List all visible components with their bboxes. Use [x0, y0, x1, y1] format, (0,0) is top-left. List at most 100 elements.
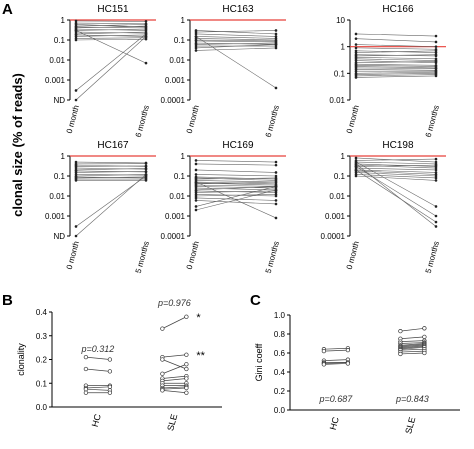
- pair-line: [162, 363, 187, 375]
- clone-line: [355, 61, 437, 64]
- clone-line: [195, 30, 277, 33]
- clone-point-start: [74, 38, 78, 42]
- y-tick-label: 0.01: [49, 56, 65, 65]
- clone-point-start: [354, 69, 358, 73]
- clone-line: [355, 169, 437, 223]
- clone-point-end: [274, 180, 278, 184]
- clone-point-start: [74, 23, 78, 26]
- clone-point-start: [354, 51, 358, 54]
- clone-line: [355, 54, 437, 57]
- pair-point-start: [398, 329, 403, 334]
- clone-point-end: [434, 205, 438, 208]
- clone-point-end: [274, 163, 278, 167]
- pair-line: [323, 363, 348, 365]
- clone-point-start: [194, 32, 198, 36]
- y-axis-label: Gini coeff: [254, 343, 264, 381]
- y-tick-label: 0.1: [334, 172, 346, 181]
- clone-point-start: [354, 57, 358, 61]
- clone-point-start: [354, 160, 358, 164]
- clone-point-end: [434, 214, 438, 218]
- clone-line: [195, 177, 277, 180]
- y-tick-label: 0.01: [169, 56, 185, 65]
- pair-line: [323, 362, 348, 364]
- clone-point-start: [194, 205, 198, 208]
- pair-point-start: [321, 348, 327, 354]
- pair-line: [400, 348, 425, 351]
- pair-line: [162, 387, 187, 390]
- clone-line: [195, 176, 277, 180]
- y-tick-label: 0.01: [329, 96, 345, 105]
- pair-point-end: [345, 361, 351, 366]
- x-tick-label: HC: [328, 415, 341, 431]
- clone-point-end: [434, 45, 438, 48]
- pair-point-end: [422, 350, 427, 356]
- clone-line: [75, 38, 147, 41]
- clone-line: [75, 171, 147, 173]
- clone-point-end: [274, 43, 278, 46]
- clone-point-start: [74, 160, 78, 164]
- clone-line: [355, 163, 437, 167]
- clone-point-start: [194, 191, 198, 194]
- chart-hc151: HC151 1 0.1 0.01 0.001 ND0 month 6 months: [45, 4, 156, 138]
- clone-line: [355, 50, 437, 53]
- clone-point-end: [144, 61, 148, 65]
- pair-point-end: [184, 390, 189, 395]
- clone-point-start: [354, 68, 358, 71]
- p-value-label: p=0.687: [319, 394, 354, 404]
- clone-line: [195, 30, 277, 35]
- y-tick-label: 0.2: [274, 387, 286, 396]
- clone-point-end: [144, 164, 148, 168]
- pair-point-start: [398, 351, 403, 357]
- clone-line: [75, 174, 147, 237]
- pair-line: [400, 350, 425, 353]
- y-tick-label: 1: [341, 43, 346, 52]
- pair-line: [400, 346, 425, 350]
- y-tick-label: 0.8: [274, 330, 286, 339]
- y-tick-label: 1: [61, 152, 66, 161]
- clone-point-end: [144, 170, 148, 173]
- x-tick-label: 0 month: [65, 240, 81, 270]
- x-tick-label: 0 month: [345, 104, 361, 134]
- clone-point-start: [74, 29, 78, 32]
- clone-line: [355, 163, 437, 227]
- y-tick-label: 0.1: [54, 172, 66, 181]
- clone-point-end: [274, 188, 278, 192]
- clone-line: [195, 47, 277, 51]
- clone-line: [355, 161, 437, 207]
- y-tick-label: 0.01: [329, 192, 345, 201]
- y-tick-label: 0.001: [325, 212, 346, 221]
- clone-point-end: [274, 174, 278, 178]
- significance-marker: **: [196, 350, 205, 362]
- pair-line: [400, 342, 425, 344]
- pair-point-end: [184, 314, 189, 319]
- pair-line: [400, 340, 425, 342]
- pair-line: [400, 345, 425, 348]
- clone-point-end: [434, 49, 438, 53]
- clone-point-end: [434, 166, 438, 170]
- pair-line: [85, 388, 110, 391]
- clone-point-start: [74, 98, 78, 102]
- clone-line: [75, 167, 147, 170]
- clone-line: [355, 63, 437, 66]
- y-tick-label: ND: [53, 232, 65, 241]
- x-tick-label: 0 month: [185, 104, 201, 134]
- x-tick-label: 6 months: [264, 104, 281, 138]
- y-tick-label: 1.0: [274, 311, 286, 320]
- clone-line: [355, 75, 437, 78]
- clone-line: [75, 37, 147, 39]
- clone-point-end: [144, 167, 148, 170]
- y-tick-label: 0.2: [36, 356, 48, 365]
- clone-line: [195, 197, 277, 201]
- x-tick-label: 5 months: [264, 240, 281, 274]
- clone-point-start: [354, 46, 358, 50]
- clone-point-end: [274, 202, 278, 206]
- x-tick-label: 6 months: [424, 104, 441, 138]
- p-value-label: p=0.312: [81, 344, 115, 354]
- panel-label-b: B: [2, 292, 13, 309]
- y-tick-label: 0.0: [36, 403, 48, 412]
- clone-point-end: [144, 162, 148, 165]
- clone-point-start: [354, 168, 358, 172]
- p-value-label: p=0.976: [157, 298, 191, 308]
- clone-point-start: [194, 194, 198, 198]
- x-tick-label: 0 month: [345, 240, 361, 270]
